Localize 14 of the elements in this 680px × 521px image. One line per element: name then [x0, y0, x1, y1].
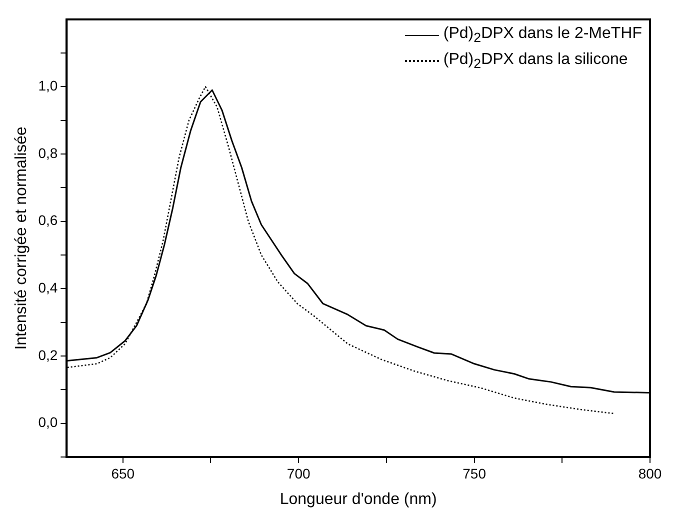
- y-tick-label: 1,0: [38, 78, 58, 94]
- y-axis-title: Intensité corrigée et normalisée: [13, 126, 30, 350]
- y-tick-label: 0,4: [38, 280, 58, 296]
- x-tick-label: 700: [286, 465, 310, 482]
- x-tick-label: 650: [111, 465, 135, 482]
- y-tick-label: 0,2: [38, 346, 58, 363]
- legend-label: (Pd)$_{2}$DPX dans la silicone: [443, 50, 628, 73]
- y-tick-label: 0,0: [38, 414, 58, 430]
- x-tick-label: 800: [638, 465, 662, 482]
- x-axis-title: Longueur d'onde (nm): [280, 490, 437, 508]
- legend-label: (Pd)$_{2}$DPX dans le 2-MeTHF: [443, 24, 642, 48]
- y-tick-label: 0,8: [38, 144, 58, 161]
- y-tick-label: 0,6: [38, 212, 58, 228]
- x-tick-label: 750: [462, 465, 486, 482]
